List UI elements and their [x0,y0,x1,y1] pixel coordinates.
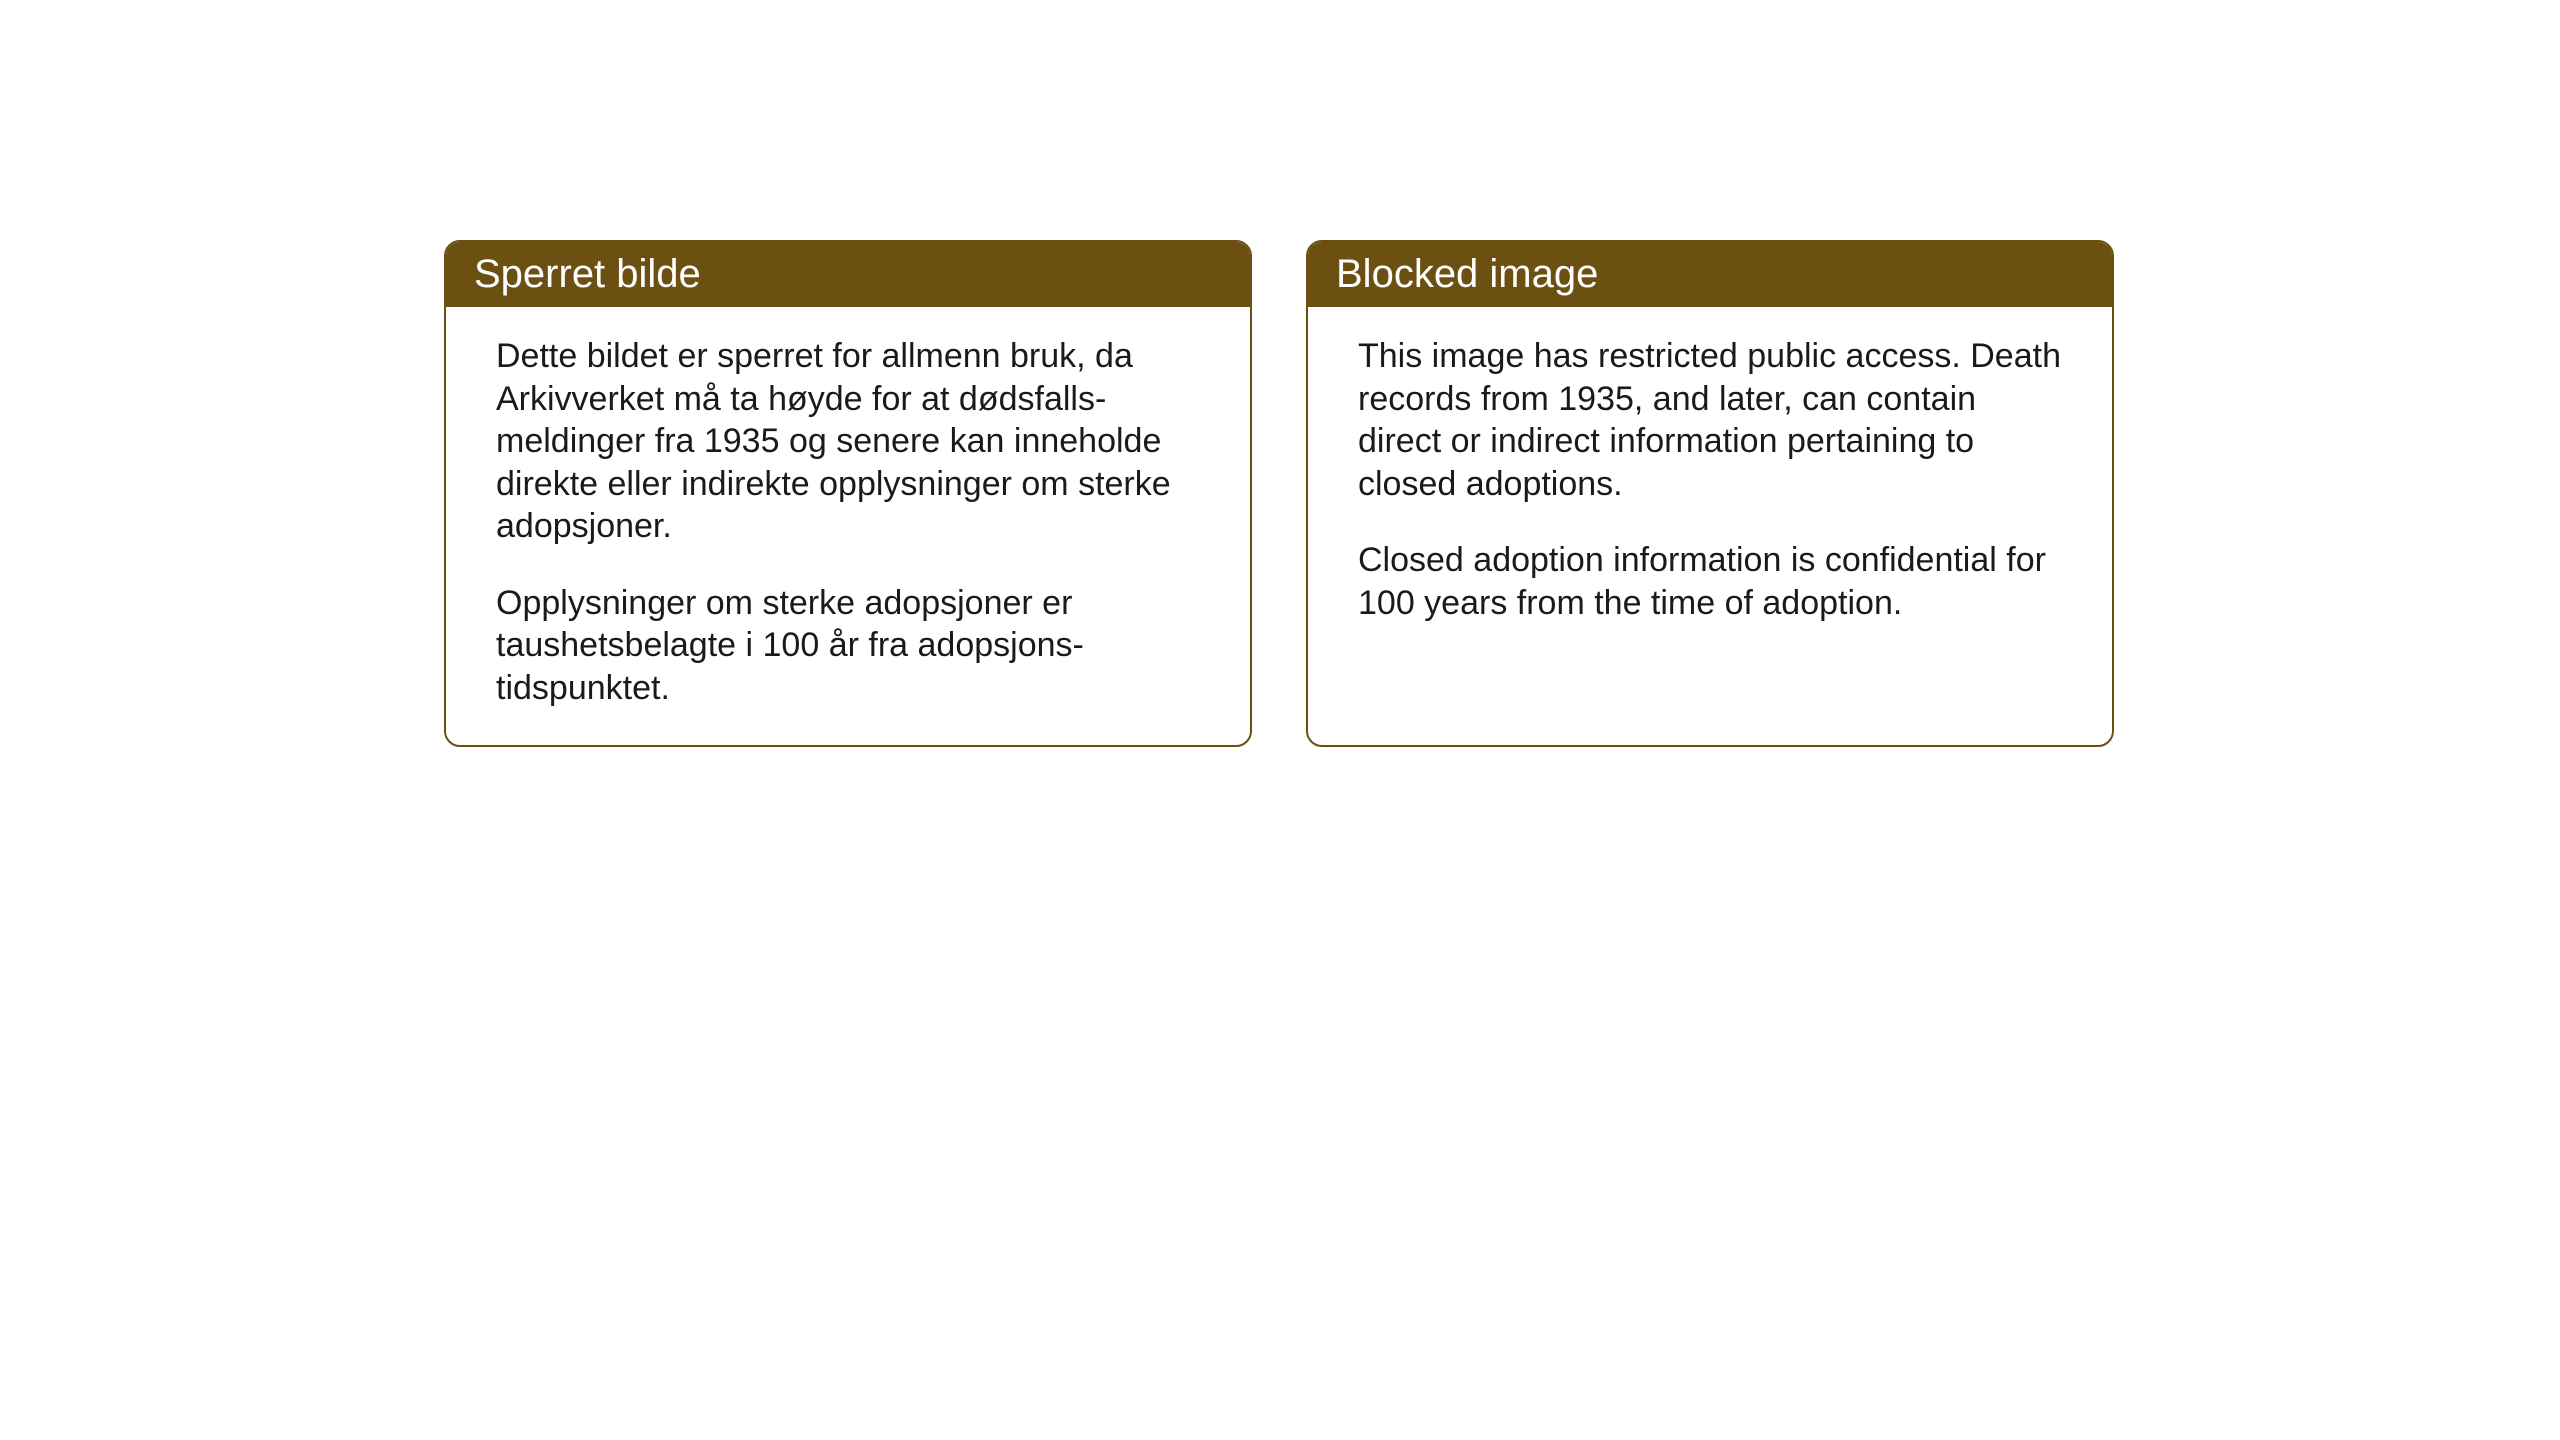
card-english-paragraph-2: Closed adoption information is confident… [1358,539,2062,624]
card-english-title: Blocked image [1336,252,1598,296]
card-english-header: Blocked image [1308,242,2112,307]
card-english-body: This image has restricted public access.… [1308,307,2112,660]
card-norwegian-title: Sperret bilde [474,252,701,296]
cards-container: Sperret bilde Dette bildet er sperret fo… [444,240,2114,747]
card-norwegian-header: Sperret bilde [446,242,1250,307]
card-english-paragraph-1: This image has restricted public access.… [1358,335,2062,505]
card-norwegian: Sperret bilde Dette bildet er sperret fo… [444,240,1252,747]
card-norwegian-paragraph-1: Dette bildet er sperret for allmenn bruk… [496,335,1200,548]
card-english: Blocked image This image has restricted … [1306,240,2114,747]
card-norwegian-paragraph-2: Opplysninger om sterke adopsjoner er tau… [496,582,1200,710]
card-norwegian-body: Dette bildet er sperret for allmenn bruk… [446,307,1250,745]
